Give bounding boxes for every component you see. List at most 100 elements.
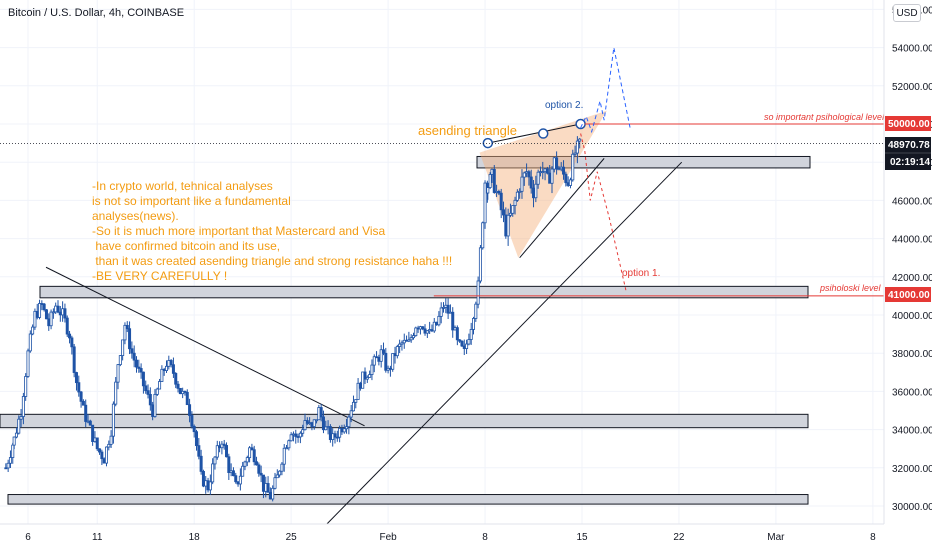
time-tick-label: 22 — [673, 532, 685, 543]
candle-body — [351, 401, 355, 412]
candle-body — [139, 368, 143, 373]
candle-body — [167, 360, 171, 367]
candle-body — [40, 303, 44, 305]
candle-body — [439, 307, 443, 317]
candle-body — [368, 374, 372, 378]
candle-body — [58, 311, 62, 316]
candle-body — [206, 480, 210, 491]
candle-body — [347, 416, 351, 428]
candle-body — [21, 396, 25, 417]
candle-body — [324, 426, 328, 431]
candle-body — [211, 463, 215, 483]
candle-body — [455, 327, 459, 341]
candle-body — [77, 382, 81, 393]
countdown-text: 02:19:14 — [890, 157, 930, 168]
candle-body — [38, 303, 42, 318]
candle-body — [291, 433, 295, 436]
candle-body — [453, 327, 457, 331]
time-tick-label: 15 — [576, 532, 588, 543]
candle-body — [562, 166, 566, 175]
projection-paths — [580, 47, 631, 293]
trendlines — [45, 161, 683, 526]
candle-body — [245, 457, 249, 463]
candle-body — [448, 311, 452, 314]
candle-body — [190, 415, 194, 427]
candle-body — [571, 153, 575, 181]
candle-body — [218, 445, 222, 449]
candle-body — [541, 171, 545, 174]
candle-body — [467, 339, 471, 345]
candle-body — [310, 422, 314, 427]
candle-body — [481, 222, 485, 249]
candle-body — [340, 427, 344, 433]
candle-body — [88, 420, 92, 426]
candle-body — [518, 190, 522, 193]
level-41000-label: psiholoski level — [819, 283, 882, 293]
note-line: -So it is much more important that Maste… — [92, 224, 386, 238]
candle-body — [79, 391, 83, 402]
candle-body — [423, 328, 427, 334]
pivot-marker — [482, 137, 494, 149]
candle-body — [148, 394, 152, 406]
candle-body — [499, 192, 503, 211]
candle-body — [441, 306, 445, 309]
time-tick-label: 8 — [482, 532, 488, 543]
candle-body — [65, 317, 69, 335]
price-levels — [0, 123, 884, 297]
candle-body — [361, 371, 365, 389]
candle-body — [204, 480, 208, 487]
candle-body — [268, 491, 272, 500]
candle-body — [497, 190, 501, 194]
candle-body — [538, 171, 542, 174]
candle-body — [315, 419, 319, 422]
candle-body — [342, 428, 346, 433]
time-tick-label: Mar — [767, 532, 785, 543]
candle-body — [130, 348, 134, 354]
candle-body — [312, 419, 316, 427]
currency-button[interactable]: USD — [893, 4, 921, 22]
candle-body — [363, 371, 367, 380]
candle-body — [68, 333, 72, 339]
candle-body — [11, 444, 15, 458]
candle-body — [564, 173, 568, 184]
candle-body — [183, 390, 187, 393]
candle-body — [430, 329, 434, 332]
candle-body — [208, 481, 212, 491]
candle-body — [70, 337, 74, 348]
candle-body — [458, 339, 462, 342]
candle-body — [238, 475, 242, 485]
candle-body — [153, 393, 157, 417]
candle-body — [331, 433, 335, 440]
candle-body — [536, 171, 540, 185]
candle-body — [63, 308, 67, 319]
candle-body — [465, 343, 469, 349]
candle-body — [418, 326, 422, 330]
candle-body — [414, 327, 418, 337]
candle-body — [74, 372, 78, 384]
price-tick-label: 40000.00 — [892, 311, 932, 322]
price-tick-label: 52000.00 — [892, 82, 932, 93]
time-tick-label: 18 — [189, 532, 201, 543]
time-axis[interactable] — [0, 524, 884, 550]
time-tick-label: 11 — [92, 532, 103, 543]
price-tag-41000: 41000.00 — [885, 287, 931, 302]
candle-body — [296, 436, 300, 438]
candle-body — [566, 182, 570, 186]
chart-grid — [0, 0, 884, 524]
candle-body — [107, 443, 111, 448]
candle-body — [333, 433, 337, 438]
candle-body — [169, 360, 173, 366]
pivot-marker — [537, 128, 549, 139]
candle-body — [317, 407, 321, 421]
price-axis[interactable] — [884, 0, 932, 550]
candle-body — [298, 432, 302, 438]
note-line: -BE VERY CAREFULLY ! — [92, 269, 227, 283]
candle-body — [393, 353, 397, 357]
candle-body — [176, 383, 180, 389]
note-line: analyses(news). — [92, 209, 179, 223]
candle-body — [51, 311, 55, 314]
candle-body — [409, 337, 413, 341]
candle-body — [19, 416, 23, 420]
candle-body — [174, 373, 178, 385]
